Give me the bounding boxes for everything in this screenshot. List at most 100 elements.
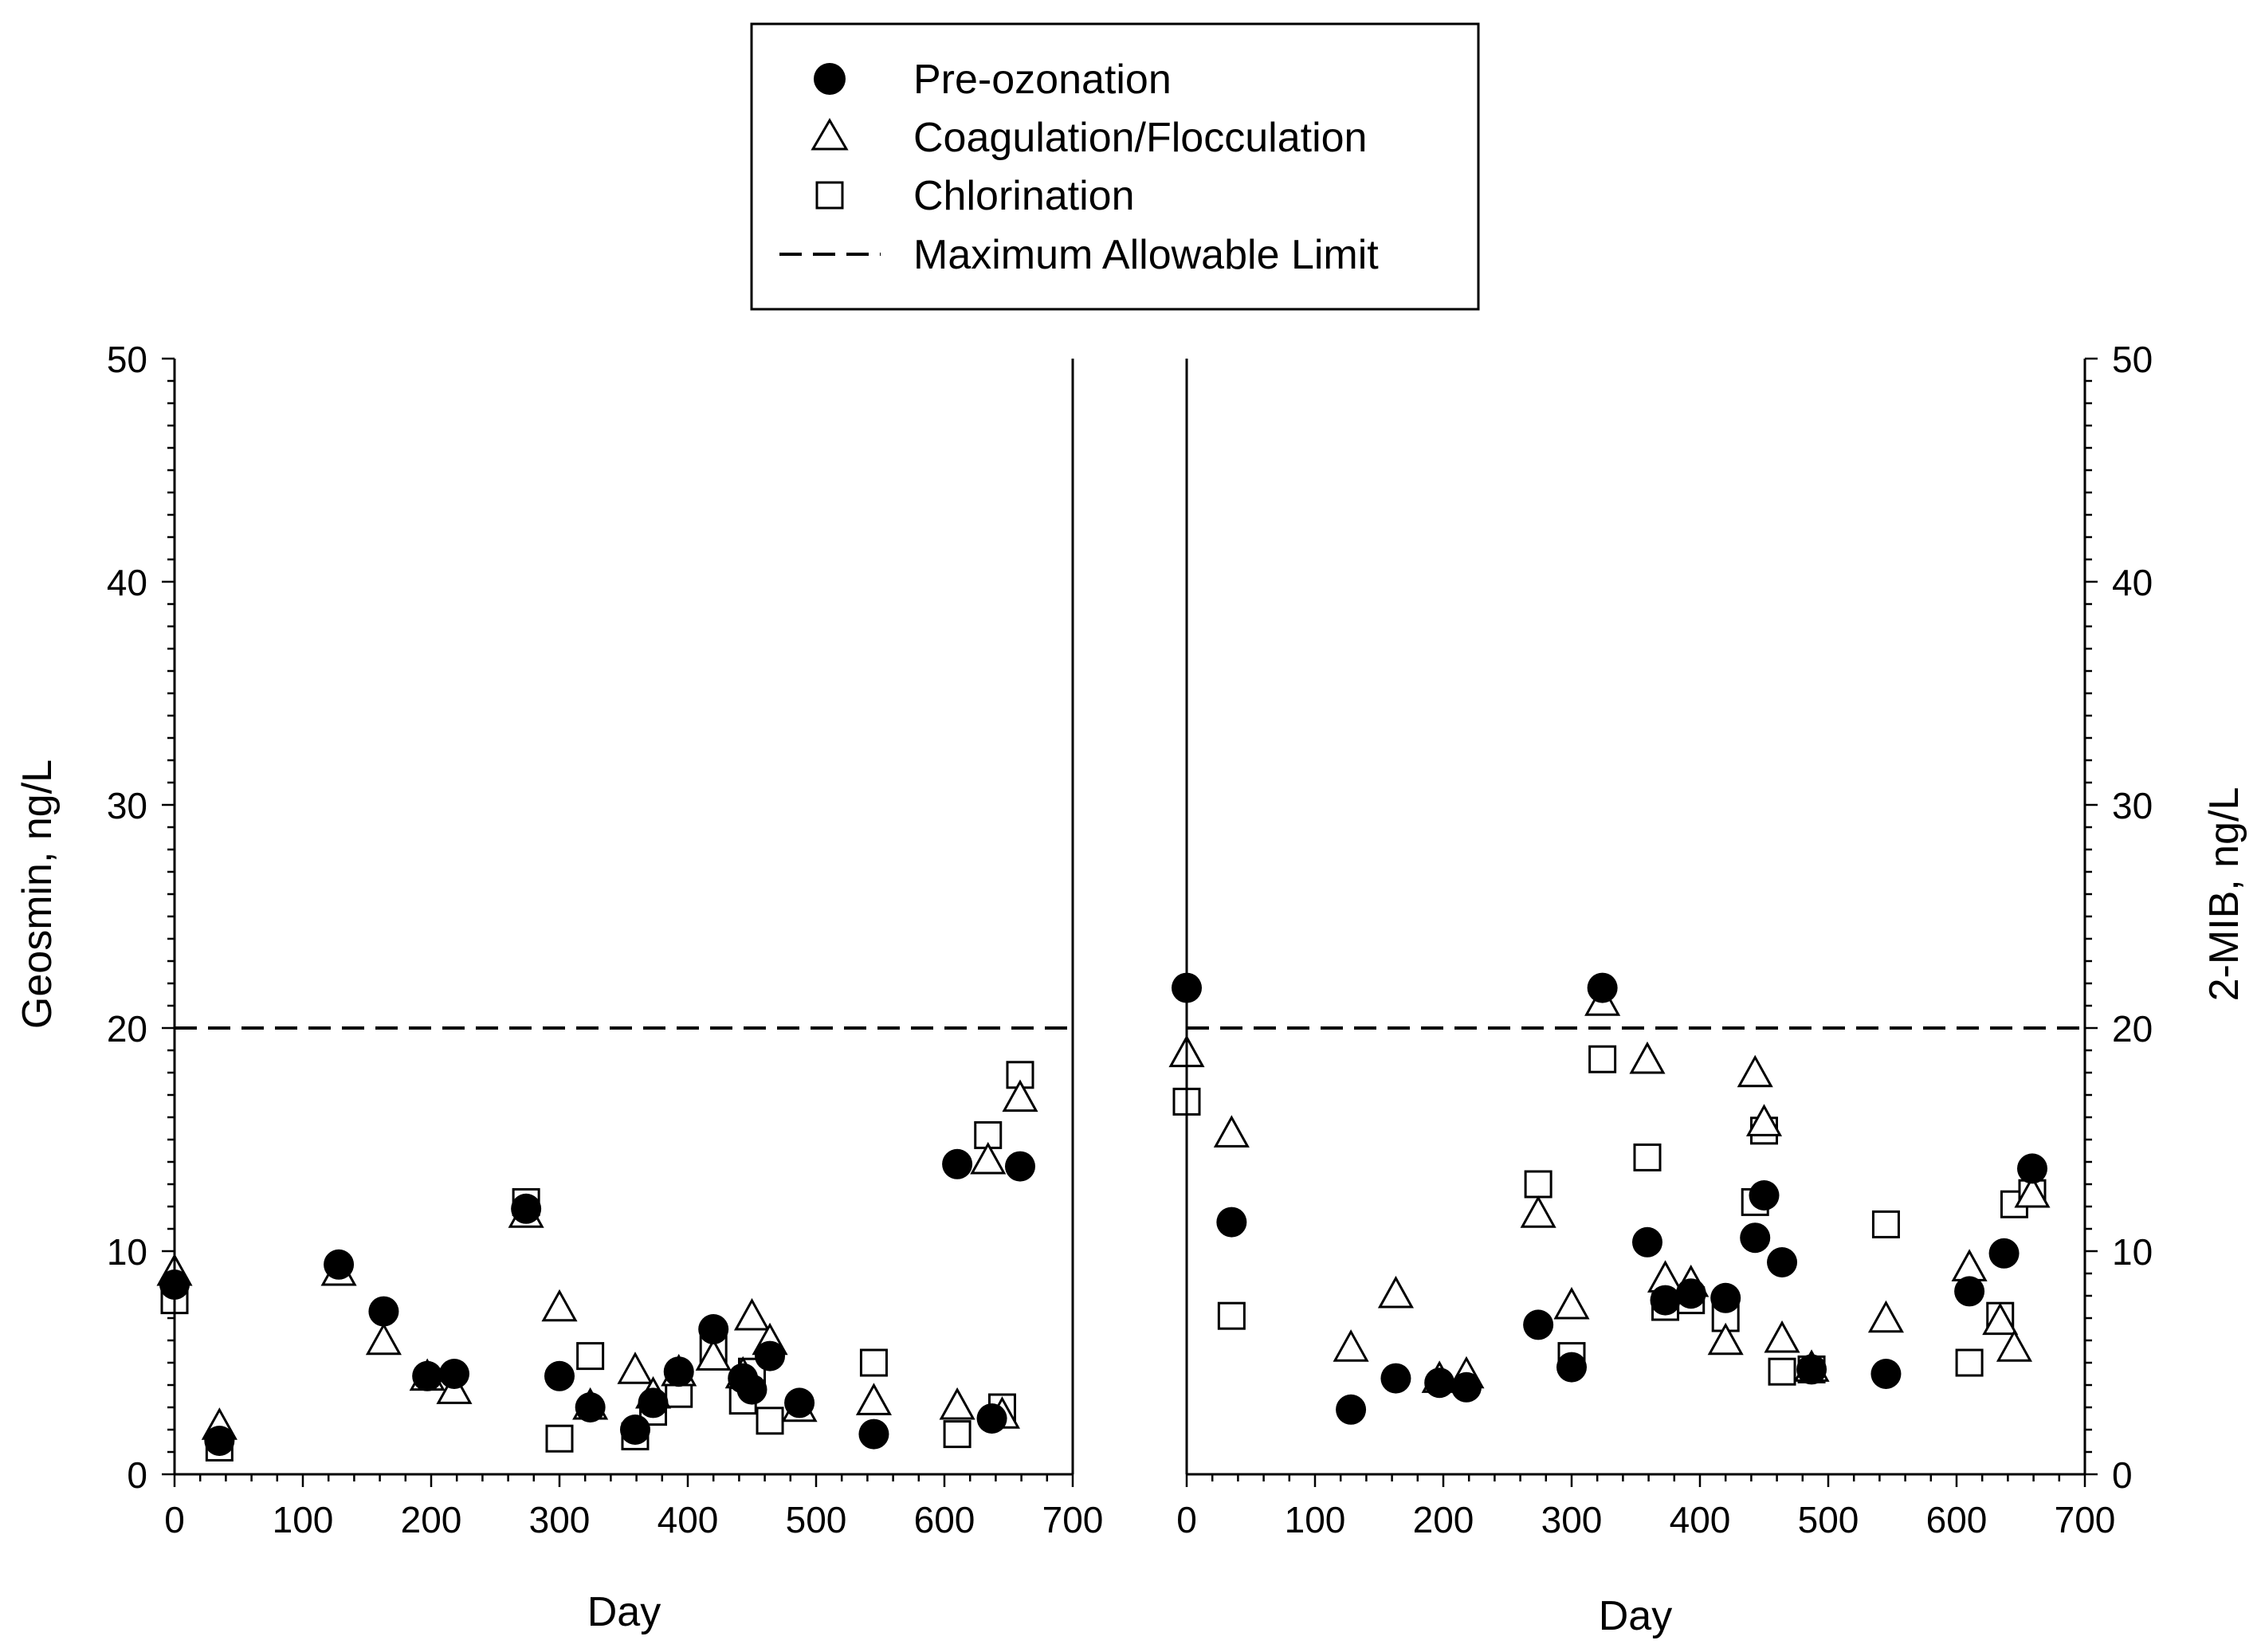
mib-point-coagulation-flocculation xyxy=(1951,1249,1988,1281)
geosmin-point-pre-ozonation xyxy=(575,1392,606,1422)
geosmin-x-tick-label: 700 xyxy=(1042,1499,1104,1540)
mib-x-tick-label: 500 xyxy=(1798,1499,1859,1540)
geosmin-point-pre-ozonation xyxy=(438,1359,469,1389)
mib-point-pre-ozonation xyxy=(1749,1180,1780,1211)
mib-point-pre-ozonation xyxy=(1380,1363,1411,1394)
mib-x-tick-label: 100 xyxy=(1285,1499,1346,1540)
mib-point-pre-ozonation xyxy=(1796,1354,1827,1385)
geosmin-y-tick-label: 50 xyxy=(107,339,147,380)
mib-point-chlorination xyxy=(1955,1348,1984,1377)
geosmin-ticks: 0 100 200 300 400 500 600 700 0 10 20 30 40 50 xyxy=(107,339,1104,1540)
mib-x-tick-label: 300 xyxy=(1541,1499,1603,1540)
mib-point-chlorination xyxy=(1768,1357,1796,1386)
geosmin-point-pre-ozonation xyxy=(698,1314,729,1344)
legend-box xyxy=(750,22,1480,311)
geosmin-point-pre-ozonation xyxy=(784,1387,815,1419)
mib-x-tick-label: 700 xyxy=(2055,1499,2116,1540)
geosmin-point-chlorination xyxy=(859,1348,888,1377)
mib-point-pre-ozonation xyxy=(1954,1276,1985,1307)
mib-point-coagulation-flocculation xyxy=(1996,1329,2032,1362)
mib-point-coagulation-flocculation xyxy=(1707,1322,1744,1356)
mib-point-coagulation-flocculation xyxy=(1982,1302,2019,1336)
geosmin-x-tick-label: 200 xyxy=(401,1499,462,1540)
geosmin-point-pre-ozonation xyxy=(976,1403,1007,1434)
geosmin-x-tick-label: 500 xyxy=(786,1499,847,1540)
geosmin-point-coagulation-flocculation xyxy=(695,1338,732,1371)
mib-y-tick-label: 30 xyxy=(2112,785,2153,826)
geosmin-point-coagulation-flocculation xyxy=(855,1383,892,1415)
geosmin-point-chlorination xyxy=(756,1407,784,1435)
mib-point-coagulation-flocculation xyxy=(1213,1115,1250,1148)
mib-point-pre-ozonation xyxy=(1650,1285,1681,1316)
geosmin-point-pre-ozonation xyxy=(619,1415,650,1445)
mib-y-tick-label: 10 xyxy=(2112,1231,2153,1273)
geosmin-x-tick-label: 400 xyxy=(657,1499,719,1540)
geosmin-x-tick-label: 600 xyxy=(914,1499,975,1540)
geosmin-data-marks xyxy=(156,1061,1038,1462)
mib-y-tick-label: 50 xyxy=(2112,339,2153,380)
mib-point-pre-ozonation xyxy=(1740,1222,1771,1254)
geosmin-point-pre-ozonation xyxy=(1004,1151,1035,1182)
legend-label-chlorination: Chlorination xyxy=(913,173,1135,219)
mib-x-tick-label: 0 xyxy=(1176,1499,1197,1540)
mib-point-coagulation-flocculation xyxy=(1867,1300,1904,1333)
mib-x-tick-label: 200 xyxy=(1413,1499,1474,1540)
mib-x-axis-label: Day xyxy=(1599,1593,1672,1639)
geosmin-point-coagulation-flocculation xyxy=(1002,1079,1038,1112)
mib-point-pre-ozonation xyxy=(1336,1394,1367,1425)
geosmin-y-tick-label: 0 xyxy=(127,1454,147,1496)
mib-point-chlorination xyxy=(1217,1301,1246,1330)
geosmin-point-pre-ozonation xyxy=(544,1360,575,1391)
mib-x-tick-label: 600 xyxy=(1926,1499,1988,1540)
geosmin-axes xyxy=(173,359,1074,1476)
mib-point-coagulation-flocculation xyxy=(1737,1054,1773,1088)
geosmin-x-tick-label: 100 xyxy=(273,1499,334,1540)
geosmin-point-coagulation-flocculation xyxy=(541,1289,578,1322)
mib-point-pre-ozonation xyxy=(1523,1309,1554,1340)
mib-point-pre-ozonation xyxy=(2016,1153,2047,1184)
mib-axes xyxy=(1185,359,2086,1476)
mib-point-pre-ozonation xyxy=(1710,1282,1741,1313)
geosmin-y-tick-label: 30 xyxy=(107,785,147,826)
legend-label-coagulation: Coagulation/Flocculation xyxy=(913,115,1367,161)
mib-x-tick-label: 400 xyxy=(1670,1499,1731,1540)
mib-point-coagulation-flocculation xyxy=(2014,1175,2051,1208)
mib-y-tick-label: 20 xyxy=(2112,1008,2153,1050)
geosmin-point-pre-ozonation xyxy=(663,1356,694,1387)
geosmin-panel: 0 100 200 300 400 500 600 700 0 10 20 30 40 50 Geosmi… xyxy=(14,339,1103,1635)
geosmin-point-coagulation-flocculation xyxy=(939,1387,975,1420)
mib-data-marks xyxy=(1168,972,2051,1425)
mib-point-pre-ozonation xyxy=(1216,1207,1247,1238)
legend-marker-chlorination xyxy=(815,181,844,210)
mib-point-coagulation-flocculation xyxy=(1745,1104,1783,1136)
mib-point-pre-ozonation xyxy=(1675,1278,1706,1309)
mib-point-pre-ozonation xyxy=(1424,1368,1455,1399)
geosmin-point-pre-ozonation xyxy=(511,1193,542,1224)
geosmin-y-tick-label: 40 xyxy=(107,562,147,603)
geosmin-point-pre-ozonation xyxy=(638,1387,669,1419)
geosmin-point-pre-ozonation xyxy=(736,1374,767,1405)
mib-point-chlorination xyxy=(1633,1143,1662,1171)
mib-point-coagulation-flocculation xyxy=(1333,1329,1369,1362)
geosmin-x-axis-label: Day xyxy=(587,1589,661,1635)
mib-point-chlorination xyxy=(1871,1210,1900,1238)
geosmin-point-pre-ozonation xyxy=(858,1419,889,1450)
mib-y-tick-label: 40 xyxy=(2112,562,2153,603)
geosmin-point-pre-ozonation xyxy=(204,1426,235,1456)
geosmin-point-pre-ozonation xyxy=(942,1148,973,1179)
geosmin-point-chlorination xyxy=(576,1342,605,1371)
geosmin-x-tick-label: 0 xyxy=(164,1499,185,1540)
mib-point-coagulation-flocculation xyxy=(1764,1320,1800,1353)
mib-point-coagulation-flocculation xyxy=(1377,1275,1414,1309)
mib-point-pre-ozonation xyxy=(1767,1247,1798,1277)
geosmin-x-tick-label: 300 xyxy=(529,1499,591,1540)
geosmin-y-tick-label: 10 xyxy=(107,1231,147,1273)
geosmin-point-pre-ozonation xyxy=(755,1340,786,1371)
legend: Pre-ozonation Coagulation/Flocculation C… xyxy=(750,22,1480,311)
mib-point-pre-ozonation xyxy=(1450,1371,1482,1403)
mib-point-pre-ozonation xyxy=(1870,1359,1902,1389)
legend-marker-pre-ozonation xyxy=(814,63,846,95)
mib-point-chlorination xyxy=(1524,1170,1552,1199)
